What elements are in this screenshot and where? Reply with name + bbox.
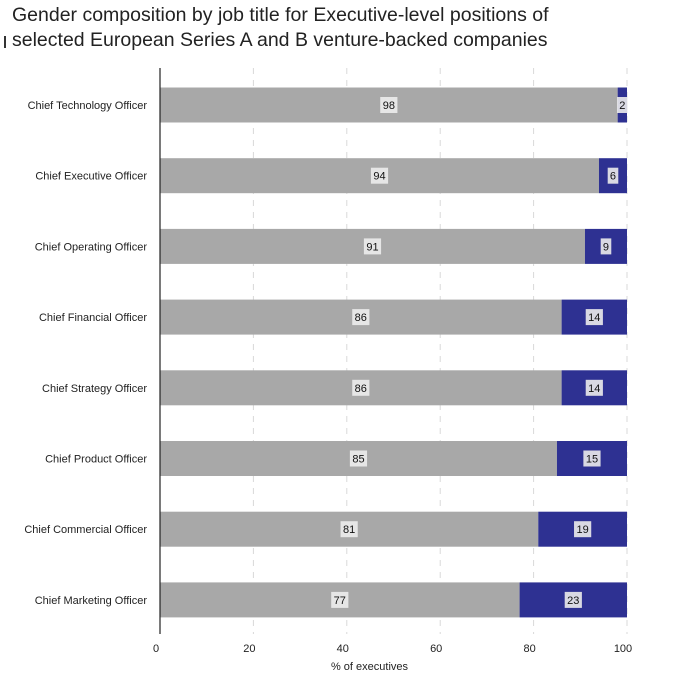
- x-axis-title: % of executives: [331, 661, 409, 673]
- y-tick-label-7: Chief Marketing Officer: [35, 595, 148, 607]
- data-label-0-6: 81: [343, 524, 355, 536]
- data-label-box-0-0: [380, 97, 398, 113]
- x-tick-label-0: 0: [153, 643, 159, 655]
- y-tick-label-2: Chief Operating Officer: [35, 241, 148, 253]
- y-tick-label-4: Chief Strategy Officer: [42, 383, 147, 395]
- data-label-box-0-3: [352, 309, 370, 326]
- data-label-0-2: 91: [366, 241, 378, 253]
- data-label-1-7: 23: [567, 595, 579, 607]
- data-label-box-1-5: [583, 450, 601, 467]
- data-label-box-1-4: [585, 379, 603, 396]
- data-label-1-4: 14: [588, 383, 600, 395]
- y-tick-label-6: Chief Commercial Officer: [24, 524, 147, 536]
- y-tick-label-1: Chief Executive Officer: [35, 171, 147, 183]
- data-label-1-1: 6: [610, 171, 616, 183]
- x-tick-label-80: 80: [523, 643, 535, 655]
- data-label-box-1-7: [564, 591, 582, 608]
- y-tick-label-5: Chief Product Officer: [45, 454, 147, 466]
- chart-title-line-1: Gender composition by job title for Exec…: [12, 4, 549, 26]
- data-label-box-1-6: [574, 521, 592, 538]
- data-label-1-2: 9: [603, 241, 609, 253]
- data-label-box-1-0: [617, 97, 628, 113]
- x-tick-label-60: 60: [430, 643, 442, 655]
- data-label-0-0: 98: [383, 100, 395, 112]
- data-label-0-7: 77: [334, 595, 346, 607]
- x-tick-label-100: 100: [614, 643, 632, 655]
- x-tick-label-20: 20: [243, 643, 255, 655]
- data-label-1-3: 14: [588, 312, 600, 324]
- data-label-box-0-4: [352, 379, 370, 396]
- data-label-1-5: 15: [586, 454, 598, 466]
- data-label-0-1: 94: [373, 171, 385, 183]
- data-label-1-0: 2: [619, 100, 625, 112]
- chart-title: Gender composition by job title for Exec…: [4, 3, 680, 53]
- data-label-box-0-2: [363, 238, 382, 255]
- data-label-1-6: 19: [577, 524, 589, 536]
- data-label-box-0-1: [370, 167, 389, 184]
- title-mark: [4, 36, 6, 48]
- x-tick-label-40: 40: [337, 643, 349, 655]
- chart-title-line-2: selected European Series A and B venture…: [12, 29, 548, 51]
- data-label-box-1-1: [607, 167, 619, 184]
- data-label-0-4: 86: [355, 383, 367, 395]
- y-tick-label-0: Chief Technology Officer: [28, 100, 148, 112]
- data-label-box-0-6: [340, 521, 358, 538]
- data-label-box-1-2: [600, 238, 612, 255]
- data-label-box-0-5: [349, 450, 368, 467]
- y-tick-label-3: Chief Financial Officer: [39, 312, 147, 324]
- data-label-box-1-3: [585, 309, 603, 326]
- data-label-box-0-7: [331, 591, 349, 608]
- data-label-0-5: 85: [352, 454, 364, 466]
- data-label-0-3: 86: [355, 312, 367, 324]
